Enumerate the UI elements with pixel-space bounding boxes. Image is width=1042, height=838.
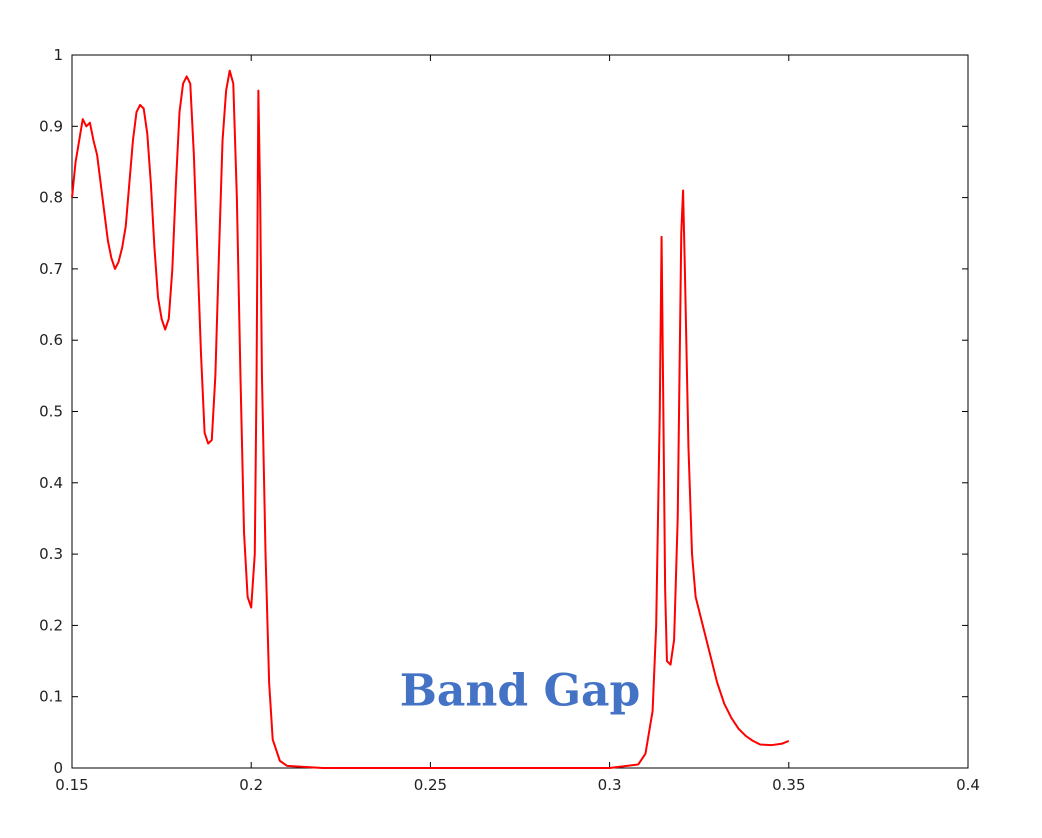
- y-tick-label: 0.2: [39, 616, 63, 634]
- axis-ticks: [71, 54, 969, 769]
- x-tick-label: 0.3: [598, 776, 622, 794]
- y-tick-label: 0.3: [39, 545, 63, 563]
- series-group: [71, 69, 790, 769]
- y-tick-label: 1: [53, 46, 63, 64]
- y-tick-label: 0.5: [39, 403, 63, 421]
- y-tick-label: 0.7: [39, 260, 63, 278]
- x-tick-label: 0.4: [956, 776, 980, 794]
- y-tick-label: 0.1: [39, 688, 63, 706]
- band-gap-annotation: Band Gap: [400, 666, 641, 717]
- y-tick-label: 0.4: [39, 474, 63, 492]
- y-tick-label: 0.9: [39, 117, 63, 135]
- x-tick-label: 0.35: [772, 776, 805, 794]
- transmission-series-line: [71, 69, 790, 769]
- x-tick-label: 0.2: [239, 776, 263, 794]
- y-tick-label: 0.6: [39, 331, 63, 349]
- x-tick-label: 0.25: [414, 776, 447, 794]
- y-tick-label: 0: [53, 759, 63, 777]
- x-tick-label: 0.15: [55, 776, 88, 794]
- y-tick-label: 0.8: [39, 189, 63, 207]
- axis-tick-labels: 0.15 0.2 0.25 0.3 0.35 0.4 0 0.1 0.2 0.3 0.4 0.5 0.6…: [39, 46, 980, 794]
- plot-frame: [71, 54, 969, 769]
